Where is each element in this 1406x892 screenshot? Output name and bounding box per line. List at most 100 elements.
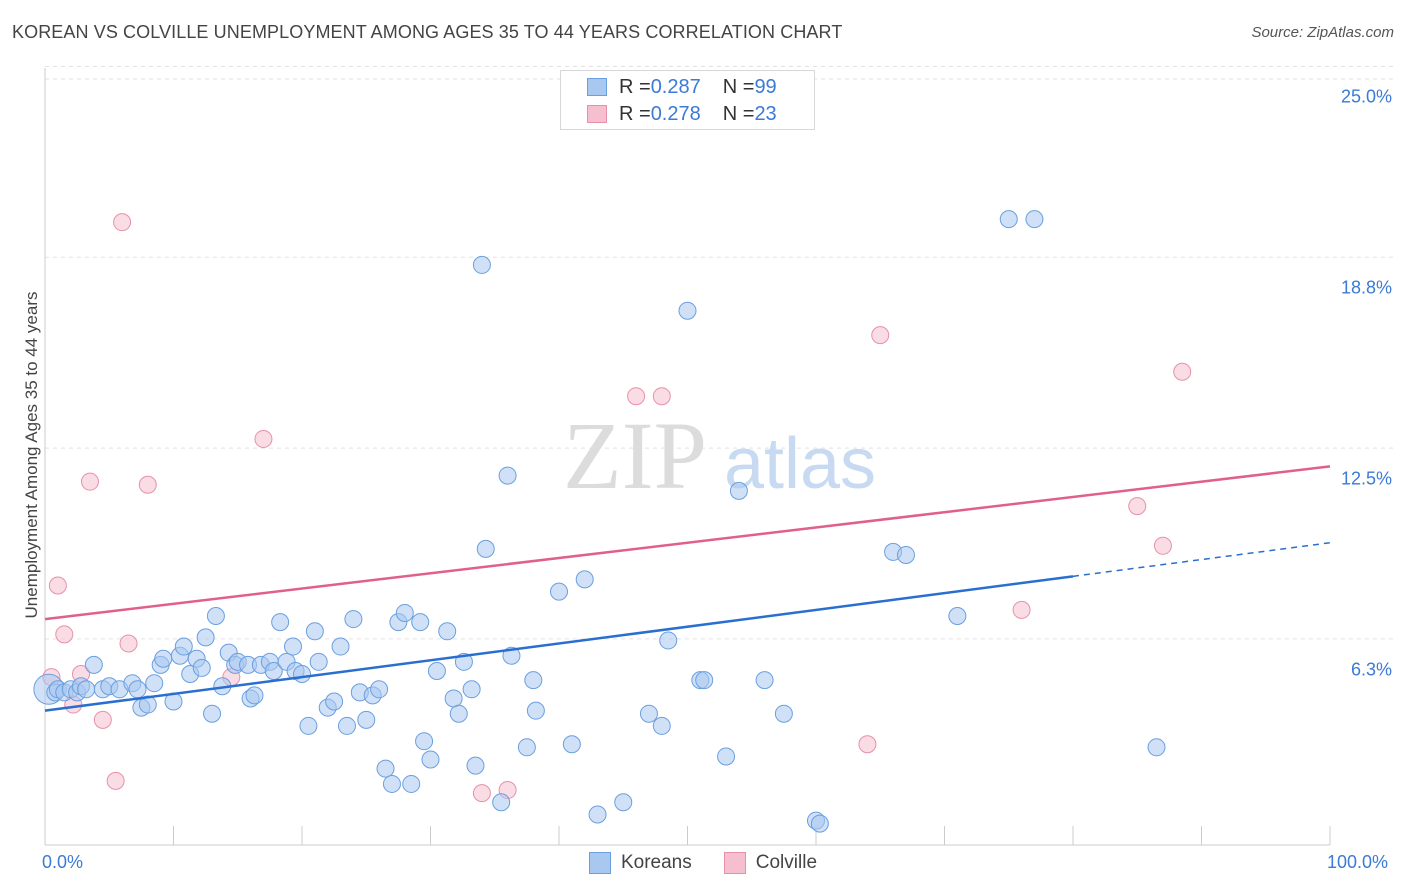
korean-point — [472, 255, 491, 274]
korean-point — [444, 689, 463, 708]
korean-point — [264, 661, 283, 680]
colville-point — [138, 475, 157, 494]
korean-point — [174, 637, 193, 656]
correlation-legend: R = 0.287 N = 99 R = 0.278 N = 23 — [560, 70, 815, 130]
korean-point — [305, 622, 324, 641]
korean-point — [154, 649, 173, 668]
korean-point — [344, 610, 363, 629]
korean-point — [717, 747, 736, 766]
colville-point — [1153, 536, 1172, 555]
colville-point — [652, 387, 671, 406]
korean-point — [517, 738, 536, 757]
n-label: N = — [722, 102, 755, 125]
korean-point — [427, 661, 446, 680]
r-value: 0.278 — [650, 102, 701, 125]
colville-point — [80, 472, 99, 491]
korean-point — [999, 210, 1018, 229]
colville-point — [871, 326, 890, 345]
korean-point — [370, 680, 389, 699]
y-tick-label: 6.3% — [1350, 659, 1392, 680]
korean-point — [77, 680, 96, 699]
korean-point — [206, 607, 225, 626]
korean-point — [695, 671, 714, 690]
korean-point — [325, 692, 344, 711]
n-value: 99 — [754, 75, 777, 98]
korean-point — [376, 759, 395, 778]
korean-point — [299, 716, 318, 735]
n-label: N = — [722, 75, 755, 98]
legend-label: Koreans — [620, 852, 692, 873]
watermark-atlas: atlas — [724, 424, 876, 504]
legend-row-koreans: R = 0.287 N = 99 — [587, 75, 777, 99]
legend-row-colville: R = 0.278 N = 23 — [587, 102, 777, 126]
korean-point — [524, 671, 543, 690]
colville-point — [472, 784, 491, 803]
korean-point — [614, 793, 633, 812]
y-tick-label: 18.8% — [1340, 277, 1392, 298]
korean-point — [415, 732, 434, 751]
colville-point — [106, 771, 125, 790]
korean-point — [284, 637, 303, 656]
korean-point — [84, 655, 103, 674]
watermark-zip: ZIP — [563, 402, 707, 509]
trend-lines — [44, 465, 1331, 712]
series-legend: Koreans Colville — [0, 852, 1406, 874]
koreans-swatch — [587, 78, 607, 96]
korean-point — [449, 704, 468, 723]
colville-point — [113, 213, 132, 232]
legend-label: Colville — [755, 852, 818, 873]
colville-point — [55, 625, 74, 644]
korean-point — [245, 686, 264, 705]
korean-point — [196, 628, 215, 647]
korean-point — [331, 637, 350, 656]
chart-title: KOREAN VS COLVILLE UNEMPLOYMENT AMONG AG… — [12, 22, 843, 42]
korean-point — [588, 805, 607, 824]
korean-point — [948, 607, 967, 626]
korean-point — [128, 680, 147, 699]
colville-trend-line — [44, 465, 1331, 621]
korean-point — [550, 582, 568, 601]
korean-point — [145, 674, 164, 693]
legend-item-colville: Colville — [723, 852, 818, 874]
korean-point — [774, 704, 793, 723]
korean-point — [498, 466, 517, 485]
korean-point — [755, 671, 774, 690]
korean-point — [203, 704, 222, 723]
x-tick-label: 100.0% — [1327, 852, 1389, 872]
korean-point — [382, 774, 401, 793]
korean-point — [309, 652, 328, 671]
korean-point — [492, 793, 511, 812]
korean-point — [271, 613, 290, 632]
colville-point — [1012, 600, 1031, 619]
colville-swatch — [723, 852, 746, 874]
koreans-swatch — [588, 852, 611, 874]
korean-point — [678, 301, 697, 320]
colville-point — [119, 634, 138, 653]
x-tick-label: 0.0% — [42, 852, 84, 872]
korean-point — [526, 701, 545, 720]
korean-point — [337, 716, 356, 735]
korean-point — [562, 735, 581, 754]
y-axis-label: Unemployment Among Ages 35 to 44 years — [22, 291, 41, 619]
korean-point — [810, 814, 829, 833]
colville-point — [93, 710, 112, 729]
r-value: 0.287 — [650, 75, 701, 98]
korean-point — [1147, 738, 1166, 757]
korean-point — [659, 631, 678, 650]
grid-lines — [45, 65, 1395, 640]
korean-trend-line — [44, 575, 1074, 712]
korean-point — [466, 756, 485, 775]
colville-point — [254, 429, 273, 448]
korean-point — [395, 603, 414, 622]
korean-point — [357, 710, 376, 729]
korean-point — [729, 481, 748, 500]
korean-point — [575, 570, 594, 589]
korean-trend-extension — [1072, 542, 1331, 578]
korean-point — [639, 704, 658, 723]
legend-item-koreans: Koreans — [588, 852, 692, 874]
korean-point — [192, 658, 211, 677]
korean-point — [421, 750, 440, 769]
r-label: R = — [619, 102, 651, 125]
colville-point — [1173, 362, 1192, 381]
